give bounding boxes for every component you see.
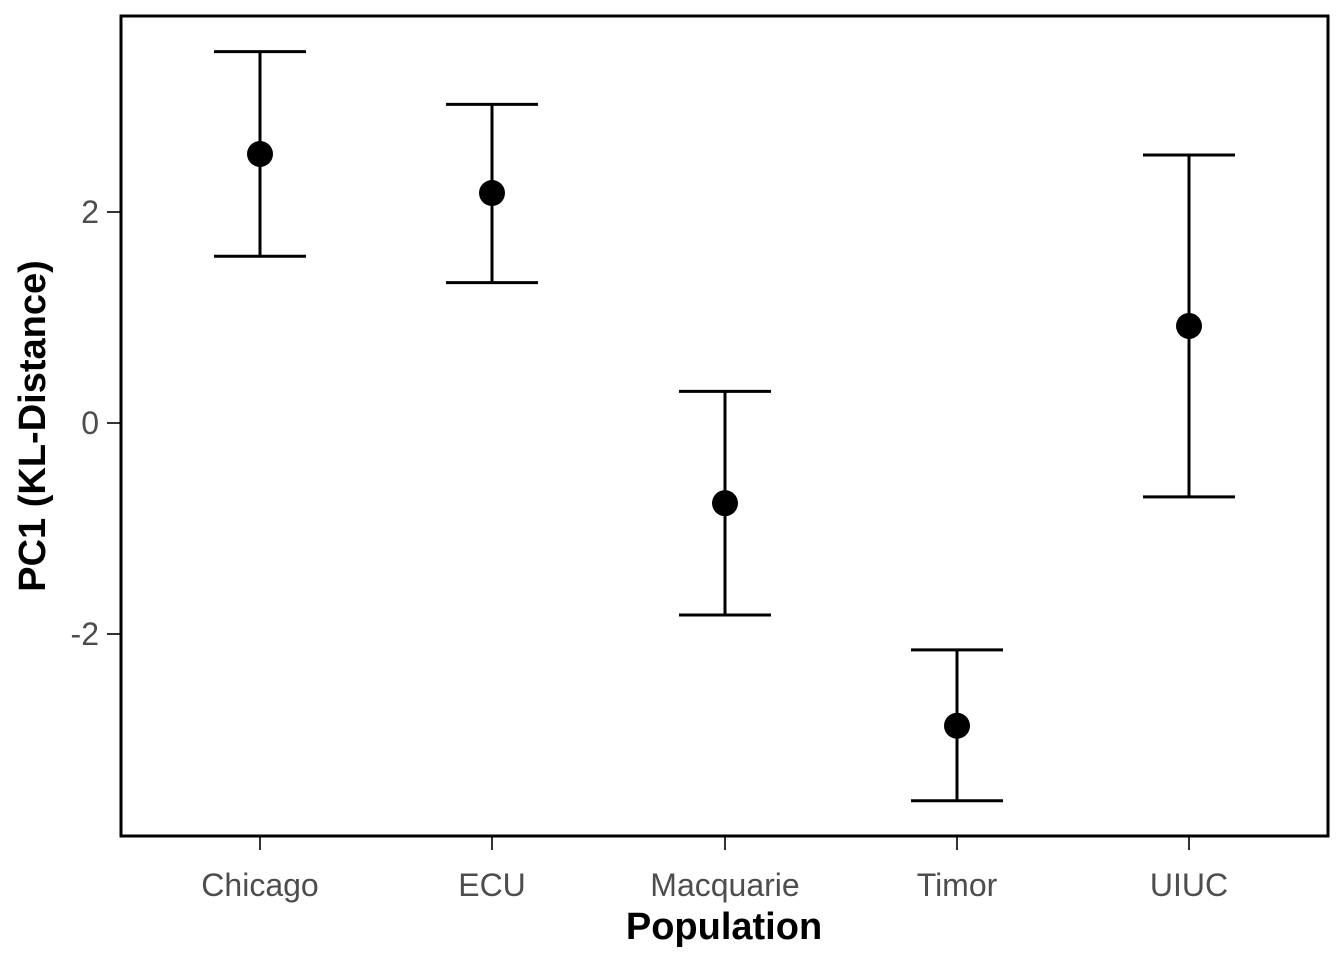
mean-point-macquarie (712, 490, 738, 517)
error-bars-layer (214, 50, 1235, 803)
x-axis-ticks: Chicago ECU Macquarie Timor UIUC (201, 836, 1228, 903)
y-tick-label: 2 (81, 194, 99, 230)
mean-point-timor (944, 712, 970, 739)
mean-point-chicago (247, 140, 273, 167)
y-tick-label: -2 (71, 616, 99, 652)
x-tick-label: ECU (458, 867, 526, 903)
plot-panel-border (119, 14, 1330, 838)
y-axis-ticks: -2 0 2 (71, 194, 121, 652)
x-tick-label: Timor (917, 867, 998, 903)
mean-point-ecu (479, 180, 505, 207)
x-tick-label: Macquarie (650, 867, 799, 903)
x-tick-label: Chicago (201, 867, 318, 903)
x-tick-label: UIUC (1150, 867, 1228, 903)
y-tick-label: 0 (81, 405, 99, 441)
mean-point-uiuc (1176, 312, 1202, 339)
y-axis-title: PC1 (KL-Distance) (12, 260, 54, 592)
mean-points-layer (247, 140, 1202, 739)
x-axis-title: Population (626, 906, 822, 948)
